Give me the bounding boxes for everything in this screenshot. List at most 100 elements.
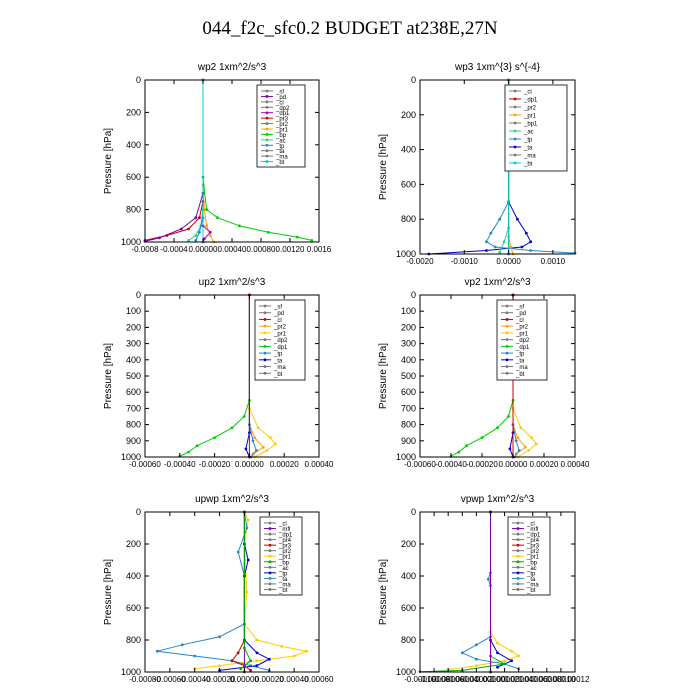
x-tick-label: -0.0004 (160, 245, 188, 254)
legend-marker (268, 538, 272, 542)
legend-entry: _bt (273, 372, 283, 378)
legend-marker (516, 527, 520, 530)
legend-marker (265, 122, 269, 125)
legend-entry: _pr1 (515, 331, 529, 337)
x-tick-label: -0.00008 (418, 675, 450, 684)
plot-frame (144, 511, 320, 673)
y-tick-label: 400 (126, 571, 141, 581)
plot-frame (419, 511, 576, 673)
series-point (489, 231, 493, 235)
legend-marker (263, 304, 267, 308)
legend-marker (505, 371, 509, 375)
y-tick-label: 600 (401, 603, 416, 613)
legend-entry: _ma (523, 154, 536, 160)
legend-marker (265, 116, 269, 120)
legend-entry: _pr1 (275, 128, 289, 134)
series-point (249, 659, 253, 663)
series-point (198, 216, 201, 220)
series-point (255, 638, 259, 642)
series-point (187, 450, 190, 454)
series-point (230, 426, 234, 430)
legend-entry: _dp1 (515, 345, 530, 351)
series-point (237, 224, 241, 228)
series-line-pr1 (202, 80, 215, 243)
legend-marker (513, 121, 517, 125)
legend-entry: _cl (515, 318, 524, 324)
chart-panel-4: vp2 1xm^2/s^3 Pressure [hPa] 0 100 200 300 400… (378, 277, 590, 469)
series-point (305, 649, 308, 653)
series-point (216, 216, 219, 220)
series-point (534, 442, 538, 446)
y-tick-label: 800 (126, 205, 141, 215)
series-point (266, 230, 270, 234)
series-point (245, 526, 249, 530)
x-tick-label: -0.00010 (404, 675, 436, 684)
series-point (218, 664, 222, 667)
legend-entry: _cl (273, 318, 282, 324)
legend-marker (263, 311, 267, 315)
legend-entry: _bt (523, 162, 533, 168)
legend-entry: _dp1 (523, 98, 538, 104)
x-tick-label: -0.00040 (179, 675, 211, 684)
plot-frame (419, 79, 576, 255)
series-point (524, 445, 527, 449)
y-tick-label: 900 (126, 436, 141, 446)
series-point (203, 237, 206, 241)
x-tick-label: 0.00060 (305, 675, 334, 684)
legend-marker (268, 543, 272, 547)
series-point (158, 236, 161, 240)
series-point (187, 227, 190, 231)
legend-marker (265, 95, 269, 98)
series-point (267, 657, 271, 661)
x-tick-label: 0.00040 (561, 460, 590, 469)
legend-entry: _ta (278, 577, 288, 583)
legend-marker (513, 153, 517, 157)
x-tick-label: -0.00040 (164, 460, 196, 469)
y-tick-label: 0 (136, 290, 141, 300)
y-axis-label: Pressure [hPa] (378, 343, 389, 409)
legend-entry: _bt (278, 588, 288, 594)
x-tick-label: -0.00020 (199, 460, 231, 469)
y-tick-label: 400 (401, 355, 416, 365)
x-tick-label: 0.00000 (230, 675, 259, 684)
series-point (509, 245, 513, 249)
legend-entry: _pr1 (273, 331, 287, 337)
series-point (493, 245, 497, 249)
series-point (180, 643, 184, 647)
chart-title: vp2 1xm^2/s^3 (464, 277, 531, 288)
legend-entry: _pr2 (278, 549, 292, 555)
x-tick-label: 0.00020 (530, 460, 559, 469)
y-tick-label: 0 (136, 75, 141, 85)
legend-marker (516, 565, 520, 569)
legend-marker (265, 133, 269, 136)
series-point (193, 654, 197, 658)
y-tick-label: 300 (401, 339, 416, 349)
legend-marker (265, 105, 269, 109)
legend-marker (268, 571, 272, 575)
y-tick-label: 200 (126, 322, 141, 332)
legend-entry: _pr2 (275, 122, 289, 128)
legend-marker (505, 365, 509, 368)
legend-marker (265, 149, 269, 153)
x-tick-label: 0.00012 (561, 675, 590, 684)
series-point (179, 227, 183, 231)
x-tick-label: 0.00000 (499, 460, 528, 469)
legend-entry: _dp1 (526, 533, 541, 539)
legend-entry: _bp (278, 560, 290, 566)
y-tick-label: 0 (136, 507, 141, 517)
legend-marker (513, 161, 517, 165)
series-point (246, 518, 250, 522)
series-point (475, 657, 478, 661)
legend-marker (263, 331, 267, 335)
y-tick-label: 600 (126, 603, 141, 613)
series-point (244, 447, 248, 451)
series-point (475, 643, 478, 647)
legend-entry: _ta (273, 358, 283, 364)
legend-entry: _tp (273, 352, 283, 358)
legend-marker (505, 358, 509, 362)
series-point (187, 239, 190, 242)
y-tick-label: 0 (411, 75, 416, 85)
legend-entry: _cl (278, 522, 287, 528)
y-tick-label: 1000 (396, 249, 416, 259)
series-point (503, 659, 506, 663)
